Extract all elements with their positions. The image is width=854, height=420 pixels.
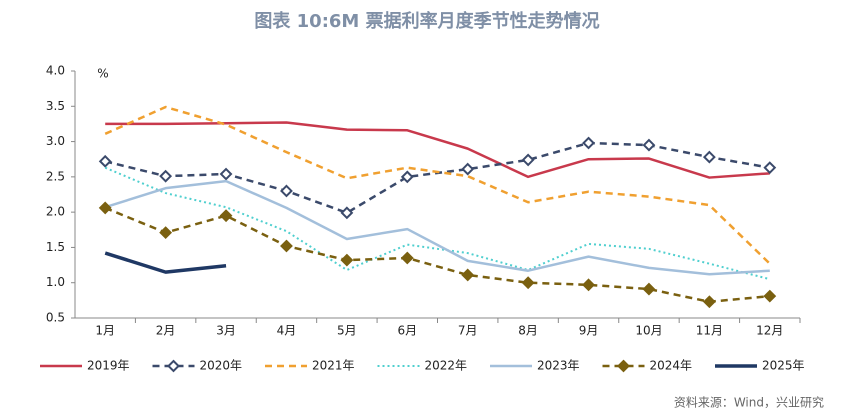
legend-label: 2022年 (425, 359, 468, 373)
y-tick-label: 4.0 (46, 64, 65, 78)
legend-label: 2021年 (312, 359, 355, 373)
series-line (105, 121, 770, 179)
x-tick-label: 11月 (696, 324, 723, 338)
point-marker (219, 209, 233, 223)
point-marker (763, 289, 777, 303)
y-tick-label: 3.0 (46, 134, 65, 148)
x-tick-label: 2月 (156, 324, 176, 338)
point-marker (159, 169, 173, 183)
legend-label: 2025年 (762, 359, 805, 373)
y-tick-label: 1.5 (46, 240, 65, 254)
point-marker (280, 239, 293, 253)
x-tick-label: 5月 (337, 324, 357, 338)
source: 资料来源：Wind，兴业研究 (674, 395, 824, 410)
x-tick-label: 6月 (397, 324, 417, 338)
legend-label: 2019年 (87, 359, 130, 373)
x-tick-label: 7月 (458, 324, 478, 338)
point-marker (219, 167, 233, 181)
series-line (104, 166, 771, 281)
point-marker (98, 154, 112, 168)
point-marker (642, 282, 656, 296)
series-line (104, 251, 227, 274)
legend-marker (167, 359, 180, 373)
point-marker (400, 251, 414, 265)
x-tick-label: 4月 (277, 324, 297, 338)
legend-marker (617, 359, 630, 373)
point-marker (159, 226, 173, 240)
point-marker (763, 161, 777, 175)
point-marker (340, 206, 354, 220)
legend-label: 2024年 (650, 359, 693, 373)
point-marker (642, 138, 656, 152)
x-tick-label: 10月 (635, 324, 662, 338)
point-marker (98, 201, 112, 215)
point-marker (340, 253, 354, 267)
point-marker (582, 136, 595, 150)
series-line (104, 105, 771, 265)
y-tick-label: 3.5 (46, 99, 65, 113)
series-line (104, 179, 770, 276)
point-marker (461, 268, 475, 282)
y-tick-label: 2.5 (46, 169, 65, 183)
series-line (104, 206, 770, 304)
point-marker (400, 170, 414, 184)
point-marker (582, 278, 595, 292)
y-tick-label: 1.0 (46, 275, 65, 289)
x-tick-label: 1月 (95, 324, 115, 338)
x-tick-label: 3月 (216, 324, 236, 338)
chart-title: 图表 10:6M 票据利率月度季节性走势情况 (254, 10, 599, 32)
y-tick-label: 2.0 (46, 205, 65, 219)
point-marker (461, 162, 475, 176)
point-marker (521, 276, 535, 290)
x-tick-label: 8月 (518, 324, 538, 338)
x-tick-label: 12月 (756, 324, 783, 338)
point-marker (702, 295, 716, 309)
y-tick-label: 0.5 (46, 311, 65, 325)
point-marker (702, 150, 716, 164)
legend-label: 2023年 (537, 359, 580, 373)
y-unit: % (97, 67, 108, 81)
point-marker (280, 184, 293, 198)
point-marker (521, 153, 535, 167)
legend-label: 2020年 (200, 359, 243, 373)
x-tick-label: 9月 (579, 324, 599, 338)
